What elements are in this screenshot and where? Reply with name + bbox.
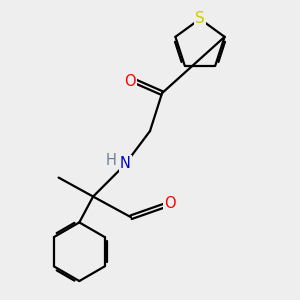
Text: N: N bbox=[120, 156, 130, 171]
Text: H: H bbox=[106, 153, 116, 168]
Text: S: S bbox=[195, 11, 205, 26]
Text: O: O bbox=[124, 74, 136, 88]
Text: O: O bbox=[164, 196, 176, 211]
